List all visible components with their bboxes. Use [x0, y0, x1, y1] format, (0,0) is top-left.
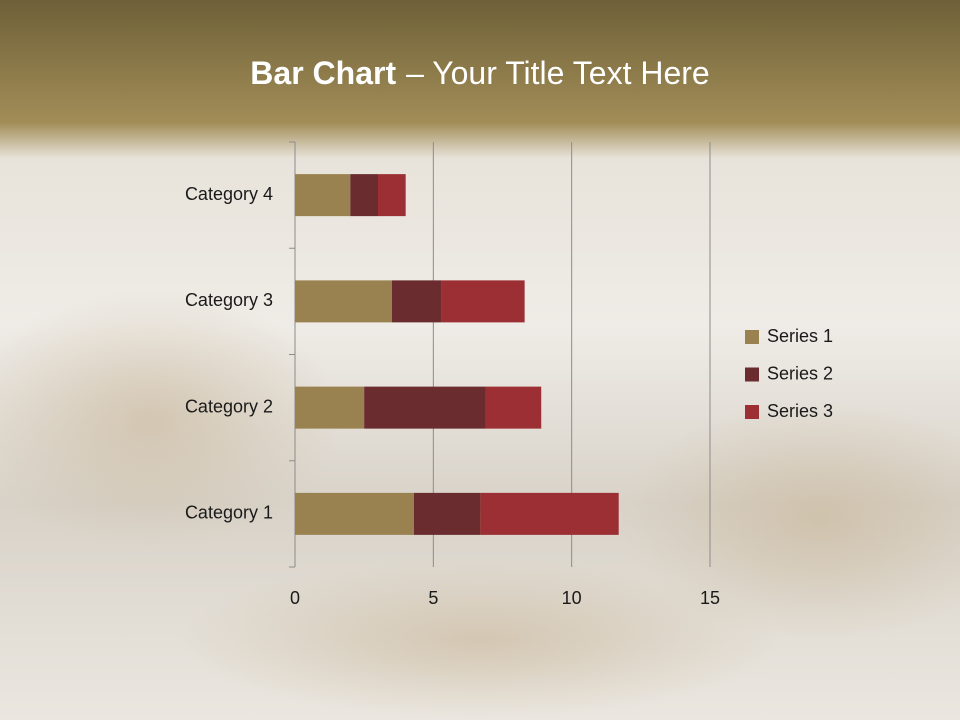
- bar-segment: [378, 174, 406, 217]
- bar-segment: [485, 386, 542, 429]
- bokeh: [0, 290, 340, 550]
- x-tick-label: 15: [700, 588, 720, 608]
- title-bold: Bar Chart: [250, 55, 396, 91]
- legend-label: Series 1: [767, 326, 833, 346]
- chart: 0 5 10 15 Category 1 Category 2 Category 3 Cate…: [185, 141, 833, 608]
- x-tick-label: 0: [290, 588, 300, 608]
- legend-swatch: [745, 330, 759, 344]
- y-tick-label: Category 1: [185, 503, 273, 523]
- bar-segment: [441, 280, 525, 323]
- bokeh: [620, 400, 960, 640]
- y-tick-label: Category 3: [185, 290, 273, 310]
- bar-segment: [350, 174, 378, 217]
- legend-label: Series 2: [767, 363, 833, 383]
- bar-segment: [364, 386, 486, 429]
- bar-segment: [413, 492, 481, 535]
- bar-segment: [295, 492, 414, 535]
- bar-segment: [391, 280, 442, 323]
- y-tick-label: Category 4: [185, 184, 273, 204]
- title-rest: – Your Title Text Here: [406, 55, 710, 91]
- bar-segment: [295, 174, 351, 217]
- bokeh: [180, 560, 780, 720]
- y-tick-label: Category 2: [185, 396, 273, 416]
- bar-segment: [480, 492, 619, 535]
- bar-segment: [295, 280, 392, 323]
- legend-label: Series 3: [767, 401, 833, 421]
- slide-title: Bar Chart – Your Title Text Here: [250, 55, 709, 91]
- x-tick-label: 5: [428, 588, 438, 608]
- legend-swatch: [745, 367, 759, 382]
- legend-swatch: [745, 405, 759, 419]
- x-tick-label: 10: [562, 588, 582, 608]
- bar-segment: [295, 386, 365, 429]
